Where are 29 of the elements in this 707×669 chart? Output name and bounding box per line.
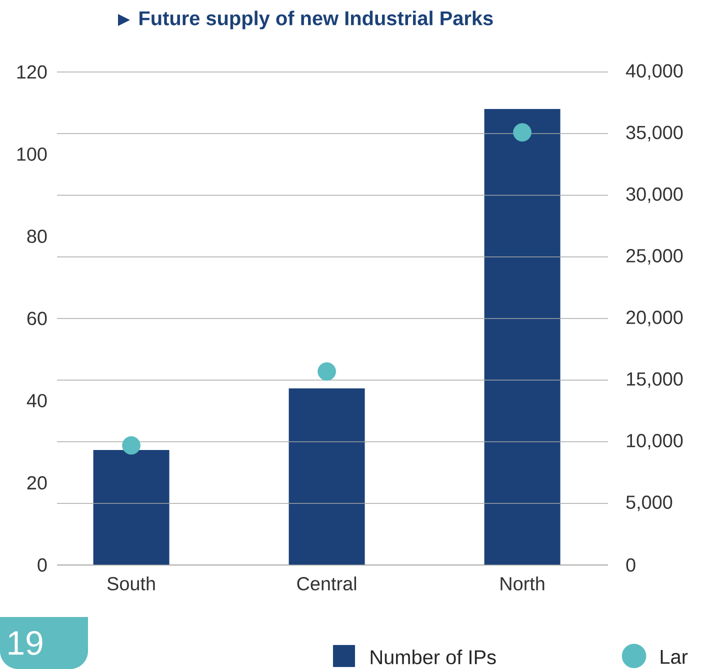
text: 19 xyxy=(8,630,42,655)
point xyxy=(513,123,532,142)
chart-title: Future supply of new Industrial Parks xyxy=(140,10,493,30)
y2-tick-label: 15,000 xyxy=(626,372,683,388)
legend-label: Number of IPs xyxy=(370,650,496,664)
bar xyxy=(93,450,170,565)
y-tick-label: 40 xyxy=(26,394,47,408)
y-tick-label: 120 xyxy=(17,65,47,79)
bar xyxy=(288,388,365,565)
y2-tick-label: 30,000 xyxy=(626,187,683,204)
y-tick-label: 0 xyxy=(38,558,47,572)
bar xyxy=(484,108,560,565)
y2-tick-label: 20,000 xyxy=(626,310,683,326)
x-tick-label: North xyxy=(500,576,544,590)
y2-tick-label: 10,000 xyxy=(626,434,683,450)
y2-tick-label: 5,000 xyxy=(626,496,672,512)
legend-label: Lar xyxy=(660,650,688,664)
y2-tick-label: 40,000 xyxy=(626,64,683,80)
point xyxy=(318,362,336,381)
x-tick-label: Central xyxy=(297,576,356,590)
y-tick-label: 20 xyxy=(27,476,47,490)
y2-tick-label: 25,000 xyxy=(626,249,683,265)
y-tick-label: 60 xyxy=(27,312,47,326)
y2-tick-label: 35,000 xyxy=(626,126,683,142)
y-tick-label: 100 xyxy=(17,147,47,161)
y2-tick-label: 0 xyxy=(626,558,636,572)
point xyxy=(122,436,140,455)
y-tick-label: 80 xyxy=(27,230,47,244)
x-tick-label: South xyxy=(107,576,155,590)
